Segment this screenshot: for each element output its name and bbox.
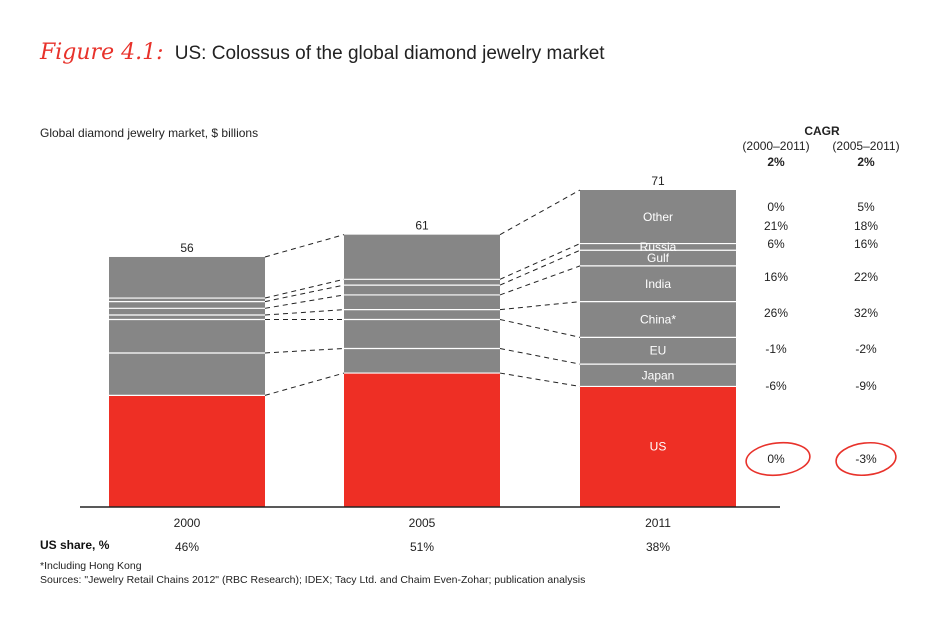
bar-segment-russia-2011	[580, 243, 736, 251]
bar-segment-eu-2000	[109, 319, 265, 353]
dashed-connector	[499, 301, 581, 311]
sources: Sources: "Jewelry Retail Chains 2012" (R…	[40, 574, 586, 586]
cagr-header: CAGR	[804, 124, 840, 138]
bar-segment-eu-2011	[580, 337, 736, 365]
cagr-value-india-2: 22%	[854, 270, 878, 284]
bar-segment-japan-2005	[344, 348, 500, 374]
dashed-connector	[264, 372, 345, 396]
dashed-connector	[499, 243, 581, 280]
us-share-value: 51%	[410, 540, 434, 554]
cagr-value-india-1: 16%	[764, 270, 788, 284]
figure-title: Figure 4.1: US: Colossus of the global d…	[40, 40, 605, 65]
bar-segment-india-2005	[344, 294, 500, 310]
bar-segment-gulf-2000	[109, 301, 265, 309]
dashed-connector	[499, 189, 581, 236]
figure-label: Figure 4.1:	[40, 40, 164, 65]
bar-total-label: 56	[180, 241, 194, 255]
dashed-connector	[264, 234, 345, 258]
cagr-value-eu-2: -2%	[855, 342, 877, 356]
segment-label-china: China*	[640, 312, 676, 326]
bar-total-label: 61	[415, 219, 429, 233]
dashed-connector	[499, 249, 581, 286]
footnote: *Including Hong Kong	[40, 560, 142, 572]
segment-label-india: India	[645, 277, 671, 291]
cagr-period-2: (2005–2011)	[832, 139, 899, 153]
category-label: 2005	[409, 516, 436, 530]
dashed-connector	[264, 284, 345, 303]
cagr-value-japan-1: -6%	[765, 379, 787, 393]
cagr-value-us-2: -3%	[855, 452, 877, 466]
dashed-connector	[264, 309, 345, 316]
bar-segment-other-2000	[109, 256, 265, 299]
highlight-circle-1	[745, 441, 811, 477]
cagr-value-other-1: 0%	[767, 200, 785, 214]
bar-segment-us-2000	[109, 395, 265, 507]
segment-label-russia: Russia	[640, 240, 677, 254]
bar-segment-china-2000	[109, 315, 265, 320]
highlight-circle-2	[835, 441, 897, 477]
us-share-value: 38%	[646, 540, 670, 554]
dashed-connector	[264, 294, 345, 309]
bar-segment-china-2005	[344, 309, 500, 320]
cagr-value-china-2: 32%	[854, 306, 878, 320]
cagr-value-russia-2: 18%	[854, 219, 878, 233]
cagr-value-gulf-1: 6%	[767, 237, 785, 251]
segment-label-japan: Japan	[642, 368, 675, 382]
us-share-label: US share, %	[40, 538, 110, 552]
bar-segment-us-2005	[344, 373, 500, 507]
bar-segment-india-2011	[580, 265, 736, 302]
dashed-connector	[499, 372, 581, 387]
bar-segment-china-2011	[580, 301, 736, 338]
bar-segment-russia-2000	[109, 298, 265, 302]
dashed-connector	[264, 348, 345, 354]
bar-segment-russia-2005	[344, 279, 500, 286]
bar-segment-eu-2005	[344, 319, 500, 349]
cagr-value-gulf-2: 16%	[854, 237, 878, 251]
dashed-connector	[499, 318, 581, 338]
cagr-value-japan-2: -9%	[855, 379, 877, 393]
bar-segment-india-2000	[109, 308, 265, 316]
cagr-total-1: 2%	[767, 155, 785, 169]
bar-segment-gulf-2011	[580, 250, 736, 266]
figure-title-text: US: Colossus of the global diamond jewel…	[174, 43, 605, 64]
bar-segment-japan-2000	[109, 352, 265, 396]
bar-segment-other-2005	[344, 234, 500, 280]
segment-label-us: US	[650, 440, 667, 454]
cagr-value-us-1: 0%	[767, 452, 785, 466]
category-label: 2011	[645, 516, 671, 530]
bar-segment-gulf-2005	[344, 285, 500, 295]
dashed-connector	[499, 348, 581, 365]
bar-segment-us-2011	[580, 386, 736, 507]
bar-segment-japan-2011	[580, 364, 736, 387]
cagr-value-eu-1: -1%	[765, 342, 787, 356]
bar-segment-other-2011	[580, 190, 736, 244]
category-label: 2000	[174, 516, 201, 530]
dashed-connector	[264, 278, 345, 299]
cagr-period-1: (2000–2011)	[742, 139, 809, 153]
cagr-value-russia-1: 21%	[764, 219, 788, 233]
cagr-value-other-2: 5%	[857, 200, 875, 214]
chart-subtitle: Global diamond jewelry market, $ billion…	[40, 126, 258, 140]
bar-total-label: 71	[651, 174, 665, 188]
us-share-value: 46%	[175, 540, 199, 554]
segment-label-eu: EU	[650, 344, 667, 358]
cagr-value-china-1: 26%	[764, 306, 788, 320]
segment-label-gulf: Gulf	[647, 251, 670, 265]
segment-label-other: Other	[643, 210, 673, 224]
cagr-total-2: 2%	[857, 155, 875, 169]
